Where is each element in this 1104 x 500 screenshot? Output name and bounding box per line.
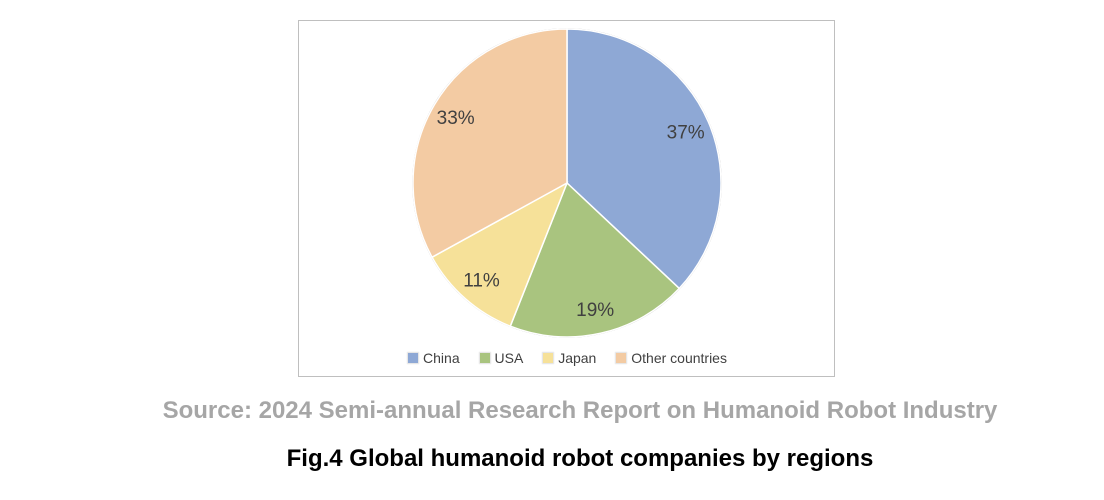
- svg-text:11%: 11%: [463, 271, 500, 292]
- svg-text:37%: 37%: [667, 122, 705, 143]
- svg-text:33%: 33%: [437, 108, 475, 129]
- svg-text:19%: 19%: [576, 300, 614, 321]
